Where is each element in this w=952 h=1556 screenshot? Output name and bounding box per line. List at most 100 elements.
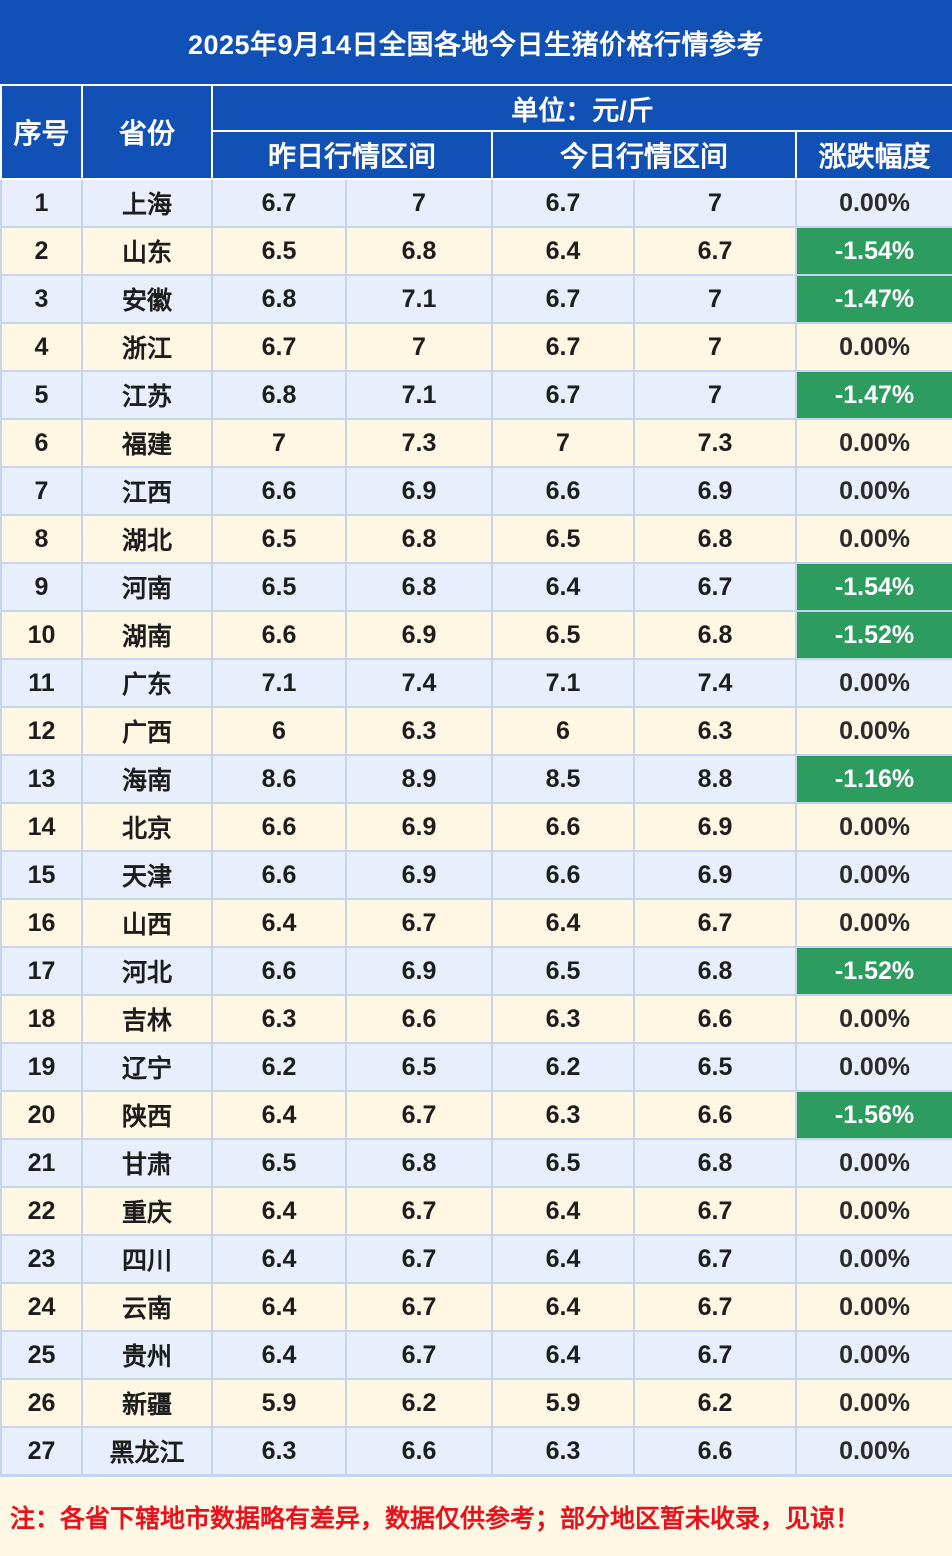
table-row: 6 福建 7 7.3 7 7.3 0.00% [0,418,952,468]
table-row: 5 江苏 6.8 7.1 6.7 7 -1.47% [0,370,952,420]
cell-yesterday-high: 6.9 [345,466,493,516]
footnote: 注：各省下辖地市数据略有差异，数据仅供参考；部分地区暂未收录，见谅！ [0,1475,952,1556]
cell-seq: 19 [0,1042,83,1092]
cell-seq: 20 [0,1090,83,1140]
cell-change: 0.00% [794,802,952,852]
table-row: 2 山东 6.5 6.8 6.4 6.7 -1.54% [0,226,952,276]
cell-change: 0.00% [794,178,952,228]
cell-yesterday-low: 6.3 [211,1426,347,1476]
cell-yesterday-low: 7 [211,418,347,468]
cell-change: 0.00% [794,1042,952,1092]
cell-today-high: 6.8 [633,514,797,564]
cell-province: 浙江 [81,322,213,372]
cell-today-high: 6.9 [633,802,797,852]
cell-change: 0.00% [794,1426,952,1476]
table-row: 4 浙江 6.7 7 6.7 7 0.00% [0,322,952,372]
table-row: 9 河南 6.5 6.8 6.4 6.7 -1.54% [0,562,952,612]
cell-province: 四川 [81,1234,213,1284]
cell-yesterday-high: 6.7 [345,1090,493,1140]
table-row: 12 广西 6 6.3 6 6.3 0.00% [0,706,952,756]
table-row: 11 广东 7.1 7.4 7.1 7.4 0.00% [0,658,952,708]
table-row: 21 甘肃 6.5 6.8 6.5 6.8 0.00% [0,1138,952,1188]
cell-seq: 22 [0,1186,83,1236]
cell-province: 广东 [81,658,213,708]
cell-province: 湖南 [81,610,213,660]
cell-change: 0.00% [794,466,952,516]
cell-yesterday-high: 6.9 [345,946,493,996]
cell-seq: 2 [0,226,83,276]
cell-province: 海南 [81,754,213,804]
cell-today-high: 6.3 [633,706,797,756]
cell-today-low: 7 [491,418,635,468]
cell-yesterday-low: 6.6 [211,466,347,516]
cell-change: -1.16% [794,754,952,804]
cell-yesterday-low: 6.4 [211,898,347,948]
cell-today-low: 6.4 [491,1234,635,1284]
table-row: 1 上海 6.7 7 6.7 7 0.00% [0,178,952,228]
cell-seq: 1 [0,178,83,228]
cell-seq: 7 [0,466,83,516]
table-row: 16 山西 6.4 6.7 6.4 6.7 0.00% [0,898,952,948]
table-row: 22 重庆 6.4 6.7 6.4 6.7 0.00% [0,1186,952,1236]
price-table: 序号 省份 单位：元/斤 昨日行情区间 今日行情区间 涨跌幅度 1 上海 6.7 7 6… [0,84,952,1476]
cell-seq: 6 [0,418,83,468]
cell-change: 0.00% [794,514,952,564]
cell-province: 广西 [81,706,213,756]
cell-province: 江苏 [81,370,213,420]
cell-today-low: 6.4 [491,1330,635,1380]
table-row: 17 河北 6.6 6.9 6.5 6.8 -1.52% [0,946,952,996]
cell-today-low: 8.5 [491,754,635,804]
cell-yesterday-high: 7.1 [345,370,493,420]
cell-yesterday-low: 6.4 [211,1090,347,1140]
cell-today-low: 6.7 [491,370,635,420]
cell-change: 0.00% [794,898,952,948]
cell-yesterday-low: 6.4 [211,1234,347,1284]
cell-yesterday-high: 6.9 [345,610,493,660]
cell-yesterday-high: 8.9 [345,754,493,804]
cell-seq: 26 [0,1378,83,1428]
cell-province: 福建 [81,418,213,468]
cell-province: 贵州 [81,1330,213,1380]
cell-seq: 24 [0,1282,83,1332]
cell-today-high: 6.7 [633,898,797,948]
cell-today-high: 6.9 [633,466,797,516]
cell-change: 0.00% [794,658,952,708]
cell-seq: 13 [0,754,83,804]
header-unit: 单位：元/斤 [210,84,952,132]
table-row: 27 黑龙江 6.3 6.6 6.3 6.6 0.00% [0,1426,952,1476]
cell-today-low: 6.5 [491,514,635,564]
cell-change: 0.00% [794,1330,952,1380]
header-seq: 序号 [0,84,83,180]
cell-yesterday-low: 6.4 [211,1330,347,1380]
cell-yesterday-low: 6.3 [211,994,347,1044]
cell-seq: 5 [0,370,83,420]
cell-today-high: 6.6 [633,1090,797,1140]
table-row: 3 安徽 6.8 7.1 6.7 7 -1.47% [0,274,952,324]
cell-yesterday-low: 6 [211,706,347,756]
cell-seq: 11 [0,658,83,708]
cell-yesterday-high: 6.8 [345,226,493,276]
cell-province: 吉林 [81,994,213,1044]
cell-yesterday-high: 6.7 [345,898,493,948]
cell-yesterday-high: 6.2 [345,1378,493,1428]
cell-today-low: 7.1 [491,658,635,708]
cell-seq: 27 [0,1426,83,1476]
cell-yesterday-high: 6.8 [345,1138,493,1188]
cell-today-low: 6.3 [491,1090,635,1140]
cell-yesterday-low: 7.1 [211,658,347,708]
cell-change: -1.47% [794,370,952,420]
cell-yesterday-high: 7.4 [345,658,493,708]
cell-today-low: 5.9 [491,1378,635,1428]
cell-yesterday-high: 6.7 [345,1234,493,1284]
cell-yesterday-low: 8.6 [211,754,347,804]
cell-province: 江西 [81,466,213,516]
cell-today-high: 6.7 [633,1234,797,1284]
cell-yesterday-low: 6.7 [211,322,347,372]
cell-change: -1.54% [794,226,952,276]
table-row: 10 湖南 6.6 6.9 6.5 6.8 -1.52% [0,610,952,660]
cell-change: -1.54% [794,562,952,612]
cell-today-low: 6.7 [491,178,635,228]
cell-today-low: 6.6 [491,466,635,516]
cell-yesterday-low: 6.2 [211,1042,347,1092]
cell-yesterday-low: 6.6 [211,850,347,900]
